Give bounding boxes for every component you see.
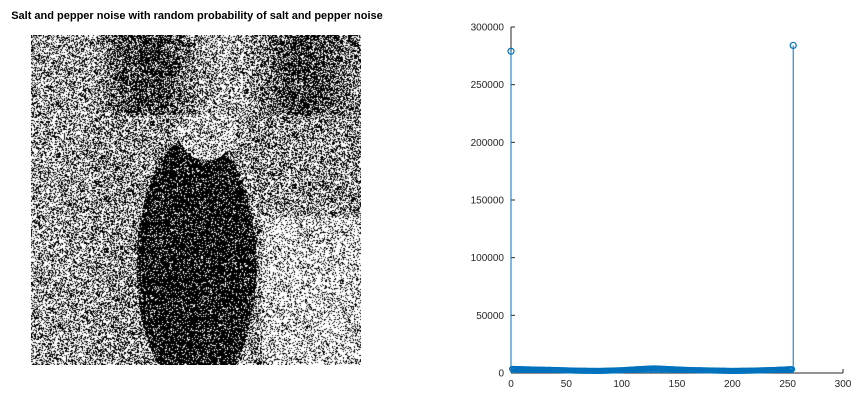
x-tick-label: 200 — [724, 379, 741, 390]
x-tick-label: 0 — [508, 379, 514, 390]
spike-marker — [507, 47, 515, 55]
y-tick-label: 50000 — [476, 311, 504, 322]
y-tick-label: 100000 — [471, 253, 505, 264]
y-tick-label: 300000 — [471, 23, 505, 34]
y-tick-label: 150000 — [471, 196, 505, 207]
x-tick-label: 50 — [561, 379, 573, 390]
image-title: Salt and pepper noise with random probab… — [11, 10, 383, 22]
spike-marker — [789, 41, 797, 50]
y-tick-label: 200000 — [471, 138, 505, 149]
x-tick-label: 100 — [613, 379, 630, 390]
chart-axes: 0 50 100 150 200 250 300 0 50000 100000 150000 2000… — [471, 23, 852, 391]
x-tick-label: 250 — [779, 379, 796, 390]
x-tick-label: 300 — [835, 379, 852, 390]
noisy-image — [31, 35, 361, 365]
stem-marker — [788, 366, 796, 373]
x-tick-label: 150 — [669, 379, 686, 390]
y-tick-label: 0 — [498, 369, 504, 380]
y-tick-label: 250000 — [471, 80, 505, 91]
chart-stems — [507, 41, 797, 375]
